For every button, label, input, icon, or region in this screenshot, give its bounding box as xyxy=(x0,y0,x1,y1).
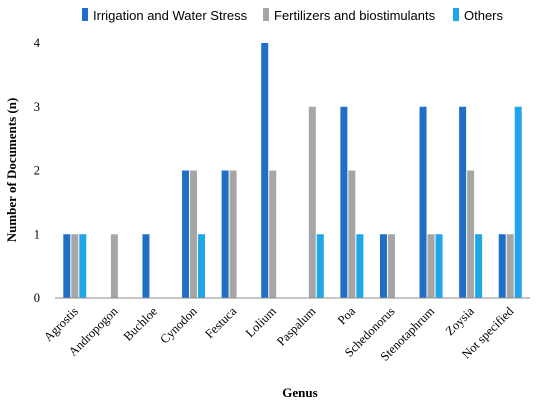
bar-festuca-series-1 xyxy=(229,170,237,298)
y-tick-label: 0 xyxy=(34,291,40,305)
bar-paspalum-series-2 xyxy=(316,234,324,298)
bar-not-specified-series-0 xyxy=(498,234,506,298)
y-axis-title: Number of Documents (n) xyxy=(4,98,19,243)
bar-stenotaphrum-series-0 xyxy=(419,106,427,298)
bar-stenotaphrum-series-1 xyxy=(427,234,435,298)
bar-schedonorus-series-0 xyxy=(379,234,387,298)
bar-poa-series-1 xyxy=(348,170,356,298)
x-axis-title: Genus xyxy=(282,385,317,400)
bar-poa-series-0 xyxy=(340,106,348,298)
bars xyxy=(63,43,522,298)
bar-not-specified-series-1 xyxy=(506,234,514,298)
bar-agrostis-series-1 xyxy=(71,234,79,298)
legend-swatch xyxy=(453,8,459,21)
legend: Irrigation and Water Stress Fertilizers a… xyxy=(82,8,504,23)
y-tick-label: 1 xyxy=(34,227,40,241)
bar-zoysia-series-1 xyxy=(467,170,475,298)
legend-label: Fertilizers and biostimulants xyxy=(274,8,436,23)
bar-stenotaphrum-series-2 xyxy=(435,234,443,298)
bar-andropogon-series-1 xyxy=(110,234,118,298)
x-category-label: Poa xyxy=(335,304,358,327)
x-category-label: Paspalum xyxy=(274,304,318,348)
x-category-label: Lolium xyxy=(243,304,279,340)
bar-zoysia-series-0 xyxy=(459,106,467,298)
bar-festuca-series-0 xyxy=(221,170,229,298)
bar-poa-series-2 xyxy=(356,234,364,298)
bar-not-specified-series-2 xyxy=(514,106,522,298)
bar-cynodon-series-0 xyxy=(182,170,190,298)
legend-swatch xyxy=(263,8,269,21)
bar-cynodon-series-2 xyxy=(198,234,206,298)
y-tick-label: 3 xyxy=(34,100,40,114)
bar-lolium-series-0 xyxy=(261,43,269,298)
legend-swatch xyxy=(82,8,88,21)
bar-agrostis-series-2 xyxy=(79,234,87,298)
legend-label: Others xyxy=(464,8,504,23)
x-category-label: Festuca xyxy=(202,304,239,341)
bar-agrostis-series-0 xyxy=(63,234,71,298)
x-category-label: Agrostis xyxy=(41,304,81,344)
x-category-label: Cynodon xyxy=(157,304,200,347)
bar-zoysia-series-2 xyxy=(475,234,483,298)
x-category-label: Buchloe xyxy=(121,304,161,344)
bar-cynodon-series-1 xyxy=(190,170,198,298)
y-tick-label: 4 xyxy=(34,36,41,50)
bar-schedonorus-series-1 xyxy=(387,234,395,298)
bar-paspalum-series-1 xyxy=(308,106,316,298)
x-category-label: Zoysia xyxy=(443,304,477,338)
y-tick-label: 2 xyxy=(34,164,40,178)
legend-label: Irrigation and Water Stress xyxy=(93,8,248,23)
bar-lolium-series-1 xyxy=(269,170,277,298)
bar-buchloe-series-0 xyxy=(142,234,150,298)
y-axis-ticks: 0 1 2 3 4 xyxy=(34,36,41,305)
